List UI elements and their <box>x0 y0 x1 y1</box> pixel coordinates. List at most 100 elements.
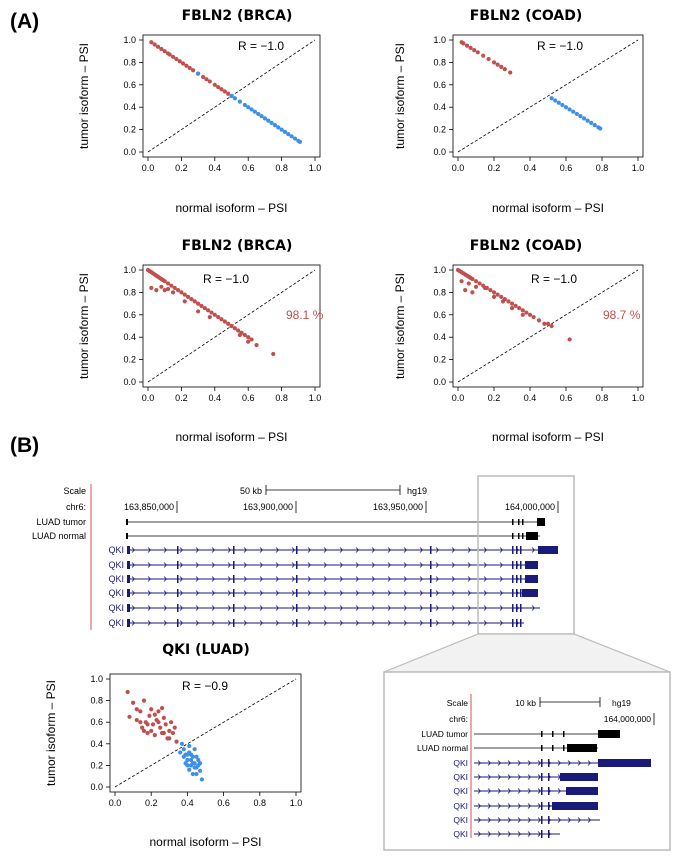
track-label: LUAD tumor <box>421 729 468 739</box>
exon-block <box>520 589 522 597</box>
data-point-normal <box>187 767 192 772</box>
data-point-normal <box>185 752 190 757</box>
exon-block <box>552 731 554 737</box>
transcript-label: QKI <box>453 786 468 796</box>
y-tick-label: 0.0 <box>433 377 446 387</box>
strand-chevron <box>211 576 216 582</box>
data-point-tumor <box>567 337 572 342</box>
y-tick-label: 0.4 <box>90 739 103 749</box>
strand-chevron <box>371 547 376 553</box>
y-tick-label: 0.4 <box>123 102 136 112</box>
exon-block <box>567 744 597 752</box>
data-point-normal <box>183 761 188 766</box>
data-point-normal <box>190 761 195 766</box>
strand-chevron <box>499 547 504 553</box>
strand-chevron <box>131 590 136 596</box>
strand-chevron <box>195 576 200 582</box>
data-point-tumor <box>161 715 166 720</box>
data-point-tumor <box>177 59 182 64</box>
data-point-normal <box>567 107 572 112</box>
data-point-tumor <box>134 717 139 723</box>
strand-chevron <box>339 562 344 568</box>
strand-chevron <box>483 605 488 611</box>
data-point-normal <box>269 120 274 125</box>
coordinate-label: 163,850,000 <box>124 502 174 512</box>
strand-chevron <box>163 605 168 611</box>
y-tick-label: 1.0 <box>433 265 446 275</box>
data-point-tumor <box>524 310 529 315</box>
strand-chevron <box>243 547 248 553</box>
y-tick-label: 0.8 <box>123 57 136 67</box>
x-tick-label: 0.2 <box>145 798 158 808</box>
plot-title: FBLN2 (COAD) <box>470 8 583 24</box>
exon-block <box>296 604 298 612</box>
y-tick-label: 0.8 <box>433 287 446 297</box>
strand-chevron <box>371 576 376 582</box>
strand-chevron <box>537 788 542 794</box>
exon-block <box>233 589 235 597</box>
data-point-normal <box>242 102 247 108</box>
exon-block <box>563 731 565 737</box>
data-point-tumor <box>156 720 161 725</box>
strand-chevron <box>419 576 424 582</box>
strand-chevron <box>339 547 344 553</box>
x-tick-label: 0.0 <box>109 798 122 808</box>
x-tick-label: 0.8 <box>275 163 288 173</box>
data-point-tumor <box>229 323 234 329</box>
data-point-tumor <box>226 91 231 96</box>
exon-block <box>520 619 522 627</box>
transcript-label: QKI <box>453 801 468 811</box>
data-point-tumor <box>169 283 174 288</box>
data-point-normal <box>289 134 294 139</box>
data-point-normal <box>196 71 201 76</box>
exon-block <box>430 546 432 554</box>
y-axis-label: tumor isoform – PSI <box>44 680 58 786</box>
plot-frame <box>452 264 644 388</box>
exon-block <box>541 745 543 751</box>
strand-chevron <box>483 620 488 626</box>
x-tick-label: 0.0 <box>142 393 155 403</box>
exon-block <box>233 575 235 583</box>
zoom-connector <box>383 633 671 673</box>
strand-chevron <box>163 547 168 553</box>
strand-chevron <box>291 605 296 611</box>
data-point-tumor <box>527 312 533 317</box>
strand-chevron <box>339 576 344 582</box>
strand-chevron <box>291 590 296 596</box>
data-point-tumor <box>486 56 491 62</box>
x-tick-label: 1.0 <box>290 798 303 808</box>
data-point-normal <box>178 750 183 755</box>
x-tick-label: 0.0 <box>142 163 155 173</box>
y-tick-label: 1.0 <box>123 265 136 275</box>
coordinate-label: 163,900,000 <box>243 502 293 512</box>
data-point-tumor <box>473 284 479 289</box>
data-point-tumor <box>149 285 154 291</box>
data-point-tumor <box>254 342 259 348</box>
data-point-tumor <box>477 281 482 286</box>
strand-chevron <box>497 817 502 823</box>
data-point-tumor <box>212 312 217 317</box>
data-point-normal <box>292 136 298 141</box>
data-point-tumor <box>150 722 156 727</box>
exon-block <box>177 589 179 597</box>
data-point-tumor <box>159 706 165 711</box>
data-point-tumor <box>185 294 191 299</box>
percent-label: 98.7 % <box>603 308 641 322</box>
data-point-tumor <box>199 303 204 308</box>
exon-block <box>177 575 179 583</box>
data-point-tumor <box>204 77 209 82</box>
data-point-normal <box>282 129 288 134</box>
exon-block <box>541 759 543 767</box>
y-axis-label: tumor isoform – PSI <box>393 43 407 149</box>
exon-block <box>552 745 554 751</box>
data-point-tumor <box>206 308 211 313</box>
data-point-normal <box>237 99 242 104</box>
strand-chevron <box>307 620 312 626</box>
exon-block <box>516 604 518 612</box>
strand-chevron <box>211 547 216 553</box>
data-point-tumor <box>509 305 515 311</box>
data-point-normal <box>187 743 192 749</box>
strand-chevron <box>307 562 312 568</box>
x-tick-label: 0.2 <box>488 393 501 403</box>
data-point-tumor <box>172 725 177 730</box>
